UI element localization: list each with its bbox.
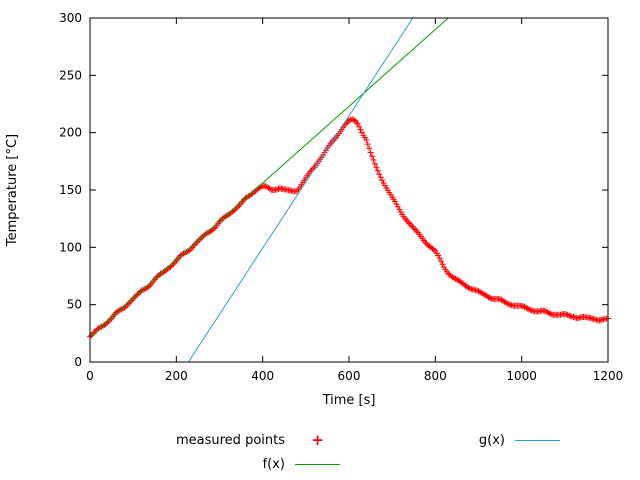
tick-labels: 0 200 400 600 800 1000 1200 0 50 100 150 200 250 300 <box>59 11 623 383</box>
svg-text:0: 0 <box>86 369 94 383</box>
x-axis-label: Time [s] <box>322 393 376 408</box>
svg-text:800: 800 <box>424 369 447 383</box>
temperature-plot: 0 200 400 600 800 1000 1200 0 50 100 150 200 250 300 T… <box>5 11 623 408</box>
series-line-f <box>90 18 449 338</box>
svg-text:200: 200 <box>165 369 188 383</box>
svg-text:1000: 1000 <box>506 369 537 383</box>
legend-label-measured-points: measured points <box>175 432 285 448</box>
legend-label-f: f(x) <box>262 456 285 472</box>
svg-text:400: 400 <box>251 369 274 383</box>
y-axis-label: Temperature [°C] <box>5 134 20 247</box>
plot-border <box>89 17 609 363</box>
svg-text:300: 300 <box>59 11 82 25</box>
svg-text:150: 150 <box>59 183 82 197</box>
legend-item-g: g(x) <box>420 432 560 448</box>
series-measured-points <box>87 116 611 340</box>
legend-item-measured-points: measured points + <box>115 432 340 448</box>
svg-text:600: 600 <box>338 369 361 383</box>
svg-text:50: 50 <box>67 298 82 312</box>
line-sample-g-icon <box>515 439 560 441</box>
line-sample-f-icon <box>295 463 340 465</box>
svg-text:0: 0 <box>74 355 82 369</box>
plus-marker-icon: + <box>311 431 324 449</box>
legend-label-g: g(x) <box>478 432 505 448</box>
series-line-g <box>187 18 414 362</box>
legend-item-f: f(x) <box>115 456 340 472</box>
svg-text:200: 200 <box>59 126 82 140</box>
svg-text:250: 250 <box>59 68 82 82</box>
svg-text:1200: 1200 <box>593 369 624 383</box>
svg-text:100: 100 <box>59 240 82 254</box>
